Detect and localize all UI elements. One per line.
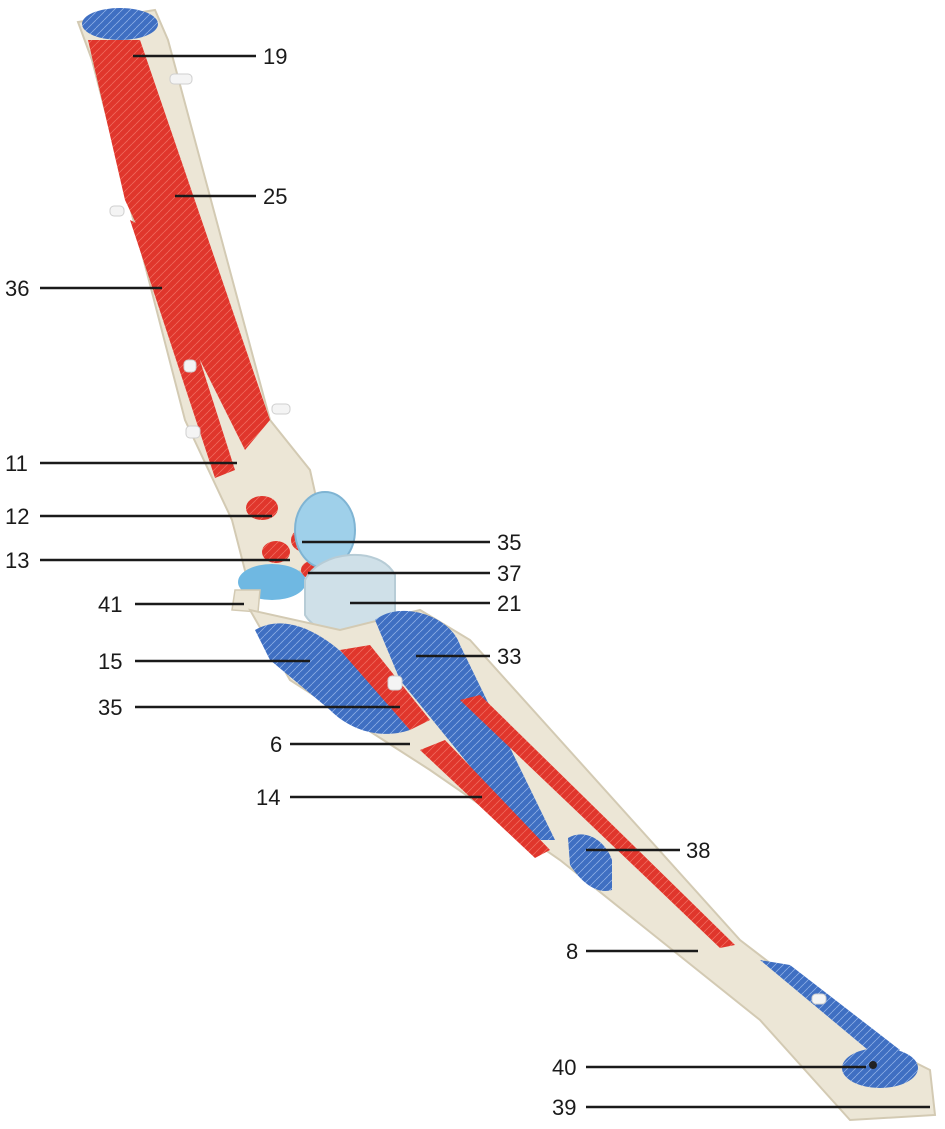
label-41: 41 — [98, 592, 122, 617]
muscle-area-25 — [88, 40, 270, 450]
label-36: 36 — [5, 276, 29, 301]
tendon-strip-lower — [760, 960, 900, 1060]
mounting-pegs — [109, 73, 827, 1005]
label-38: 38 — [686, 838, 710, 863]
upper-bone — [76, 8, 332, 592]
muscle-area-35-lower — [340, 645, 430, 730]
label-numbers: 19 25 36 11 12 35 13 37 41 21 33 15 35 6… — [5, 44, 710, 1120]
muscle-area-14 — [420, 740, 550, 858]
label-39: 39 — [552, 1095, 576, 1120]
label-15: 15 — [98, 649, 122, 674]
muscle-area-36 — [130, 220, 235, 478]
joint — [231, 491, 396, 636]
muscle-area-13 — [262, 541, 290, 563]
label-19: 19 — [263, 44, 287, 69]
label-40: 40 — [552, 1055, 576, 1080]
label-33: 33 — [497, 644, 521, 669]
label-35-lower: 35 — [98, 695, 122, 720]
tendon-area-33 — [375, 610, 555, 840]
muscle-area-12 — [246, 496, 278, 520]
label-14: 14 — [256, 785, 280, 810]
label-37: 37 — [497, 561, 521, 586]
label-35-upper: 35 — [497, 530, 521, 555]
label-8: 8 — [566, 939, 578, 964]
tendon-area-40 — [842, 1048, 918, 1088]
lower-bone — [248, 608, 937, 1122]
label-12: 12 — [5, 504, 29, 529]
label-11: 11 — [5, 451, 28, 476]
label-21: 21 — [497, 591, 521, 616]
label-25: 25 — [263, 184, 287, 209]
label-6: 6 — [270, 732, 282, 757]
muscle-strip-lower — [460, 695, 735, 948]
tendon-area-38 — [568, 834, 612, 891]
top-cartilage — [82, 8, 158, 40]
label-13: 13 — [5, 548, 29, 573]
leader-lines — [40, 54, 930, 1109]
